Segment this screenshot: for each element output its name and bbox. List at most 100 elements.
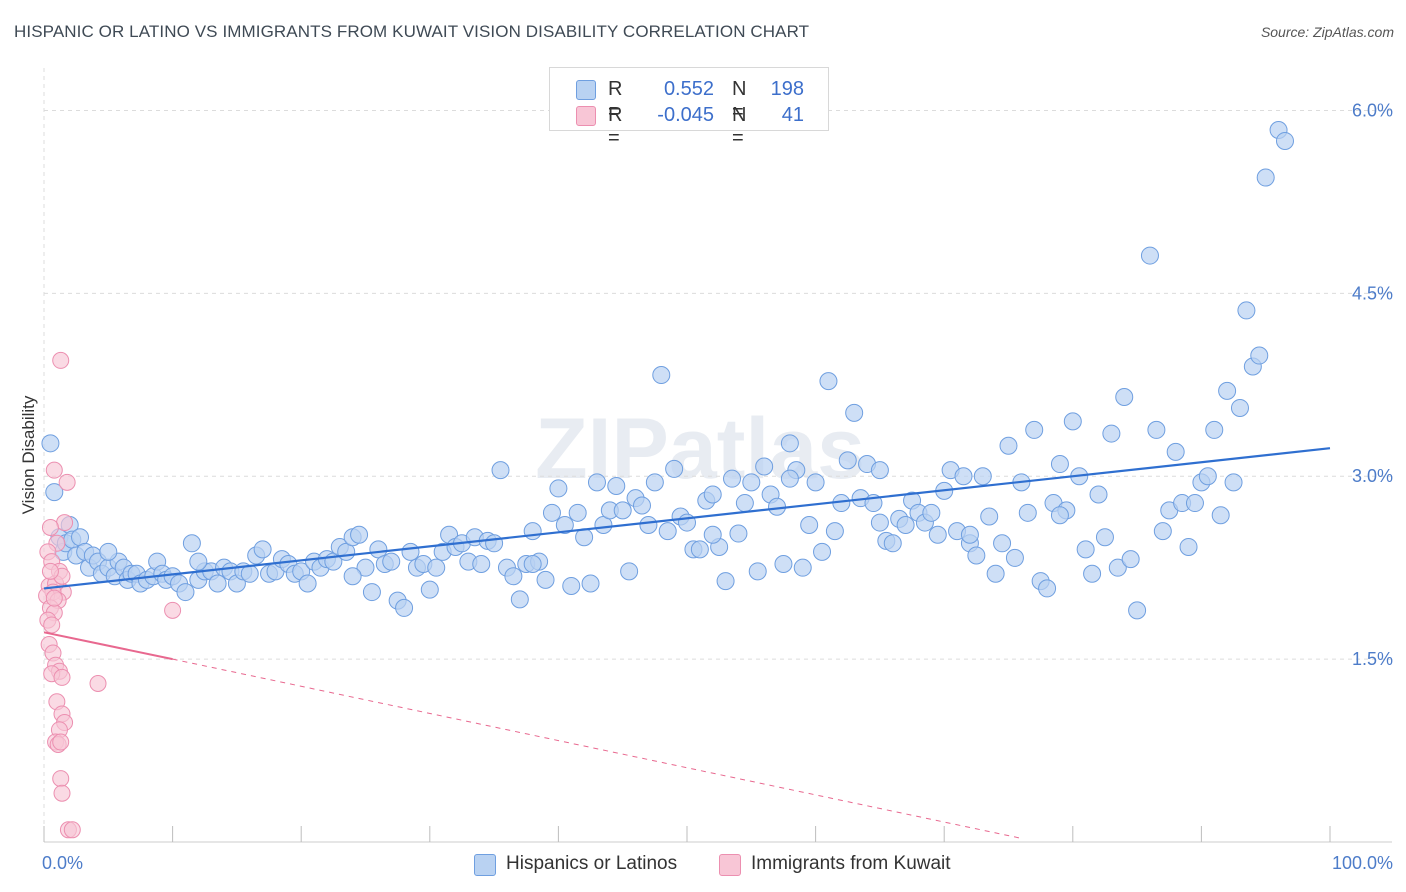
hispanics-point bbox=[427, 558, 446, 577]
legend-label-hispanics: Hispanics or Latinos bbox=[506, 853, 678, 874]
kuwait-point bbox=[45, 461, 63, 479]
hispanics-point bbox=[542, 503, 561, 522]
hispanics-point bbox=[485, 534, 504, 553]
hispanics-point bbox=[189, 552, 208, 571]
hispanics-point bbox=[922, 503, 941, 522]
hispanics-point bbox=[896, 516, 915, 535]
hispanics-point bbox=[1140, 246, 1159, 265]
hispanics-point bbox=[658, 522, 677, 541]
hispanics-point bbox=[986, 564, 1005, 583]
hispanics-point bbox=[780, 434, 799, 453]
hispanics-point bbox=[870, 513, 889, 532]
correlation-legend: R = 0.552 N = 198 R = -0.045 N = 41 bbox=[549, 67, 829, 149]
x-tick-label: 100.0% bbox=[1332, 853, 1393, 873]
hispanics-point bbox=[1211, 506, 1230, 525]
hispanics-point bbox=[1166, 442, 1185, 461]
hispanics-point bbox=[343, 567, 362, 586]
hispanics-point bbox=[742, 473, 761, 492]
hispanics-point bbox=[41, 434, 60, 453]
legend-r-value: 0.552 bbox=[663, 78, 714, 100]
hispanics-point bbox=[523, 522, 542, 541]
hispanics-point bbox=[562, 576, 581, 595]
hispanics-point bbox=[838, 451, 857, 470]
hispanics-point bbox=[1089, 485, 1108, 504]
kuwait-point bbox=[52, 351, 70, 369]
hispanics-point bbox=[825, 522, 844, 541]
hispanics-point bbox=[780, 469, 799, 488]
hispanics-point bbox=[703, 525, 722, 544]
x-tick-label: 0.0% bbox=[42, 853, 83, 873]
legend-r-label: R = bbox=[608, 78, 623, 123]
hispanics-point bbox=[1250, 346, 1269, 365]
hispanics-trend-line bbox=[43, 447, 1331, 590]
hispanics-point bbox=[716, 572, 735, 591]
legend-n-value: 198 bbox=[770, 78, 804, 100]
hispanics-point bbox=[1230, 398, 1249, 417]
legend-swatch-pink bbox=[719, 854, 741, 876]
kuwait-point bbox=[41, 518, 59, 536]
hispanics-point bbox=[395, 598, 414, 617]
hispanics-point bbox=[665, 459, 684, 478]
chart-title: HISPANIC OR LATINO VS IMMIGRANTS FROM KU… bbox=[14, 22, 810, 41]
hispanics-point bbox=[845, 403, 864, 422]
y-tick-label: 1.5% bbox=[1352, 649, 1393, 669]
hispanics-point bbox=[1218, 381, 1237, 400]
y-tick-label: 3.0% bbox=[1352, 466, 1393, 486]
kuwait-point bbox=[63, 821, 81, 839]
hispanics-point bbox=[819, 372, 838, 391]
hispanics-point bbox=[510, 590, 529, 609]
hispanics-point bbox=[581, 574, 600, 593]
hispanics-point bbox=[928, 525, 947, 544]
trend-lines bbox=[43, 447, 1331, 839]
hispanics-point bbox=[800, 516, 819, 535]
hispanics-point bbox=[1128, 601, 1147, 620]
hispanics-point bbox=[45, 483, 64, 502]
hispanics-point bbox=[350, 525, 369, 544]
hispanics-point bbox=[555, 516, 574, 535]
kuwait-point bbox=[45, 589, 63, 607]
hispanics-point bbox=[523, 555, 542, 574]
hispanics-point bbox=[176, 583, 195, 602]
hispanics-point bbox=[954, 467, 973, 486]
hispanics-point bbox=[356, 558, 375, 577]
hispanics-point bbox=[1275, 131, 1294, 150]
hispanics-point bbox=[1205, 420, 1224, 439]
hispanics-point bbox=[549, 479, 568, 498]
hispanics-point bbox=[208, 574, 227, 593]
hispanics-point bbox=[1063, 412, 1082, 431]
hispanics-point bbox=[1108, 558, 1127, 577]
hispanics-point bbox=[1050, 455, 1069, 474]
hispanics-point bbox=[182, 534, 201, 553]
hispanics-point bbox=[1005, 548, 1024, 567]
legend-n-label: N = bbox=[732, 104, 747, 149]
kuwait-point bbox=[164, 601, 182, 619]
hispanics-point bbox=[999, 436, 1018, 455]
hispanics-point bbox=[613, 501, 632, 520]
hispanics-point bbox=[362, 583, 381, 602]
hispanics-point bbox=[420, 580, 439, 599]
hispanics-point bbox=[748, 562, 767, 581]
hispanics-point bbox=[690, 540, 709, 559]
hispanics-point bbox=[1076, 540, 1095, 559]
hispanics-point bbox=[504, 567, 523, 586]
hispanics-point bbox=[1102, 424, 1121, 443]
hispanics-point bbox=[813, 542, 832, 561]
hispanics-point bbox=[1050, 506, 1069, 525]
hispanics-point bbox=[639, 516, 658, 535]
hispanics-point bbox=[491, 461, 510, 480]
hispanics-point bbox=[1083, 564, 1102, 583]
hispanics-point bbox=[967, 546, 986, 565]
hispanics-point bbox=[652, 366, 671, 385]
hispanics-point bbox=[645, 473, 664, 492]
kuwait-trend-extension bbox=[172, 658, 1022, 839]
y-axis-label: Vision Disability bbox=[19, 395, 38, 514]
hispanics-point bbox=[1121, 550, 1140, 569]
legend-n-value: 41 bbox=[781, 104, 804, 126]
hispanics-point bbox=[980, 507, 999, 526]
kuwait-point bbox=[52, 733, 70, 751]
hispanics-point bbox=[960, 525, 979, 544]
hispanics-point bbox=[755, 457, 774, 476]
hispanics-point bbox=[729, 524, 748, 543]
kuwait-points bbox=[38, 351, 182, 839]
y-tick-label: 4.5% bbox=[1352, 283, 1393, 303]
